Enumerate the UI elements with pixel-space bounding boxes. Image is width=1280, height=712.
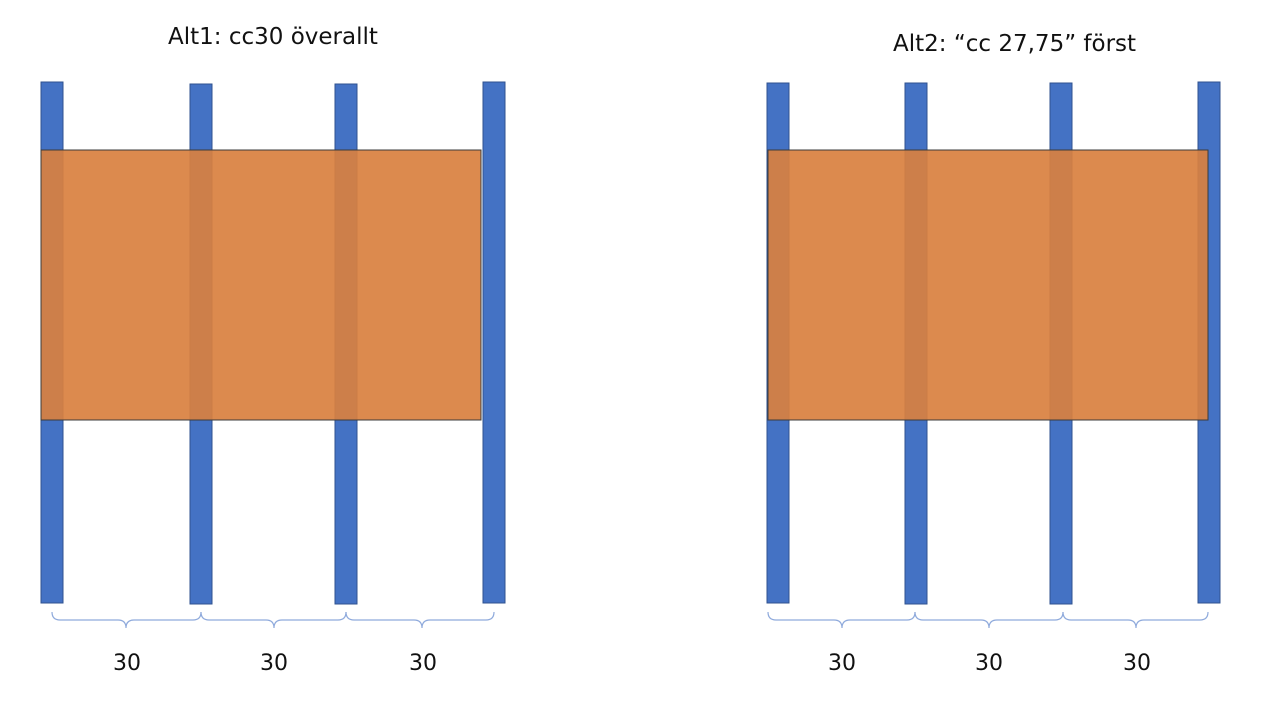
spacing-label: 30 <box>1123 651 1151 676</box>
spacing-label: 30 <box>975 651 1003 676</box>
spacing-brace <box>51 611 202 629</box>
spacing-label: 30 <box>409 651 437 676</box>
spacing-label: 30 <box>113 651 141 676</box>
spacing-brace <box>914 611 1064 629</box>
spacing-label: 30 <box>260 651 288 676</box>
spacing-brace <box>345 611 495 629</box>
spacing-brace <box>1062 611 1209 629</box>
board <box>40 149 482 421</box>
diagram-alt2: 30 30 30 <box>766 81 1221 676</box>
diagram-title-alt1: Alt1: cc30 överallt <box>168 24 378 50</box>
spacing-label: 30 <box>828 651 856 676</box>
board <box>767 149 1209 421</box>
diagram-alt1: 30 30 30 <box>40 81 506 676</box>
diagram-title-alt2: Alt2: “cc 27,75” först <box>893 31 1137 57</box>
spacing-brace <box>767 611 916 629</box>
spacing-brace <box>200 611 347 629</box>
stud <box>482 81 506 604</box>
